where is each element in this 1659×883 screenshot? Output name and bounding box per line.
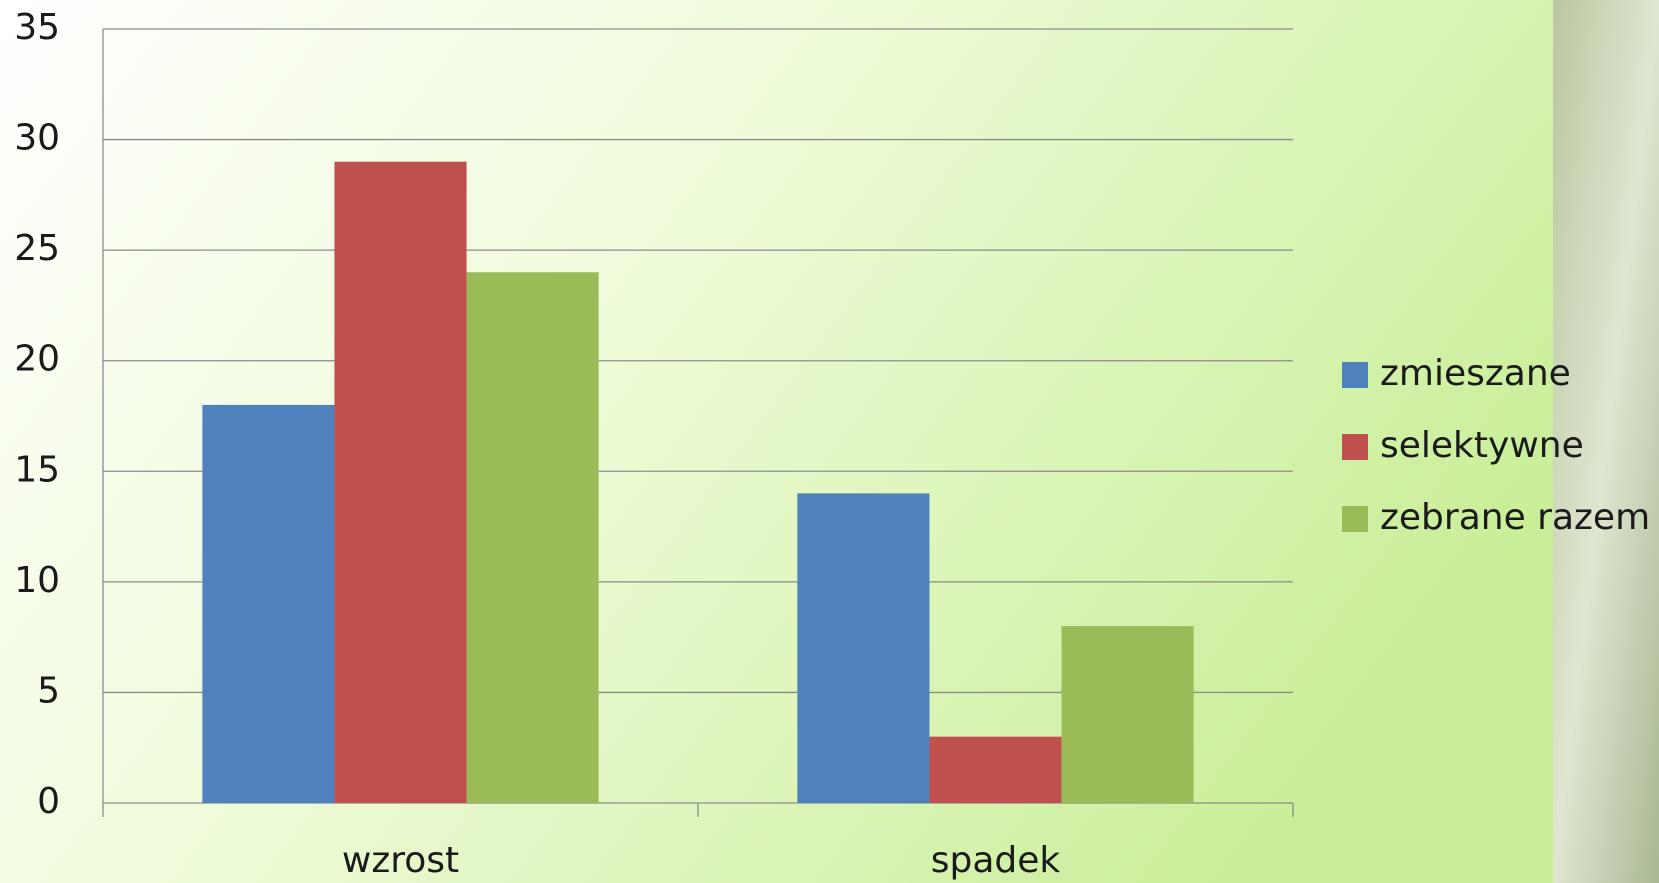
y-tick-label: 0 <box>37 781 60 822</box>
y-tick-label: 10 <box>14 560 60 601</box>
photo-strip <box>1553 0 1659 883</box>
legend-swatch <box>1342 434 1368 460</box>
bar <box>466 272 599 803</box>
legend-label: zebrane razem <box>1380 497 1650 538</box>
legend-label: selektywne <box>1380 425 1584 466</box>
bar <box>202 404 335 803</box>
x-tick-label: spadek <box>931 840 1061 881</box>
bar <box>334 161 467 803</box>
y-tick-label: 15 <box>14 449 60 490</box>
y-tick-label: 25 <box>14 228 60 269</box>
legend-swatch <box>1342 506 1368 532</box>
x-tick-label: wzrost <box>342 840 459 881</box>
y-tick-label: 5 <box>37 670 60 711</box>
bar <box>797 493 930 803</box>
bar <box>929 736 1062 803</box>
y-tick-label: 30 <box>14 118 60 159</box>
bar <box>1061 626 1194 803</box>
legend-swatch <box>1342 362 1368 388</box>
y-tick-label: 35 <box>14 7 60 48</box>
legend-label: zmieszane <box>1380 353 1571 394</box>
y-tick-label: 20 <box>14 339 60 380</box>
